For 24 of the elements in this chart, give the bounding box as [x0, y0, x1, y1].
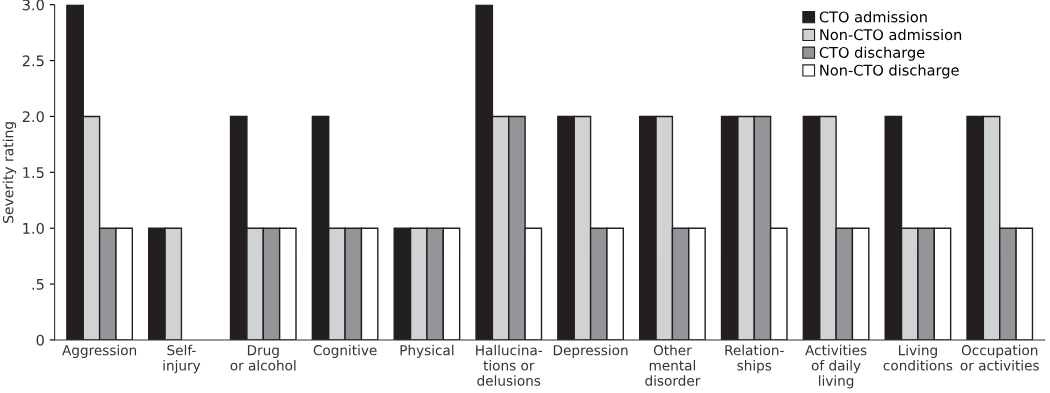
y-tick-label: 2.0 — [22, 111, 44, 123]
x-tick-label: Self- injury — [163, 344, 201, 374]
y-axis-title: Severity rating — [2, 122, 17, 223]
x-tick-label: Aggression — [62, 344, 137, 358]
y-tick-label: 2.5 — [22, 55, 44, 67]
y-tick-label: 1.5 — [23, 167, 44, 179]
y-tick-label: 1.0 — [23, 222, 44, 234]
x-tick-label: Physical — [400, 344, 454, 358]
legend-label: Non-CTO discharge — [820, 64, 959, 79]
legend-label: CTO discharge — [819, 46, 925, 61]
x-tick-label: Cognitive — [313, 344, 377, 358]
x-tick-label: Living conditions — [883, 344, 953, 371]
x-tick-label: Hallucina- tions or delusions — [476, 344, 543, 386]
x-tick-label: Relation- ships — [725, 344, 784, 374]
y-tick-label: .5 — [32, 278, 44, 290]
x-tick-label: Activities of daily living — [805, 344, 867, 389]
y-tick-label: 0 — [36, 334, 44, 346]
x-tick-label: Depression — [553, 344, 628, 358]
x-tick-label: Drug or alcohol — [230, 345, 296, 371]
legend-label: Non-CTO admission — [820, 28, 962, 41]
x-tick-label: Occupation or activities — [960, 344, 1039, 371]
x-tick-label: Other mental disorder — [645, 344, 701, 386]
y-tick-label: 3.0 — [22, 0, 44, 11]
legend-label: CTO admission — [819, 11, 927, 23]
